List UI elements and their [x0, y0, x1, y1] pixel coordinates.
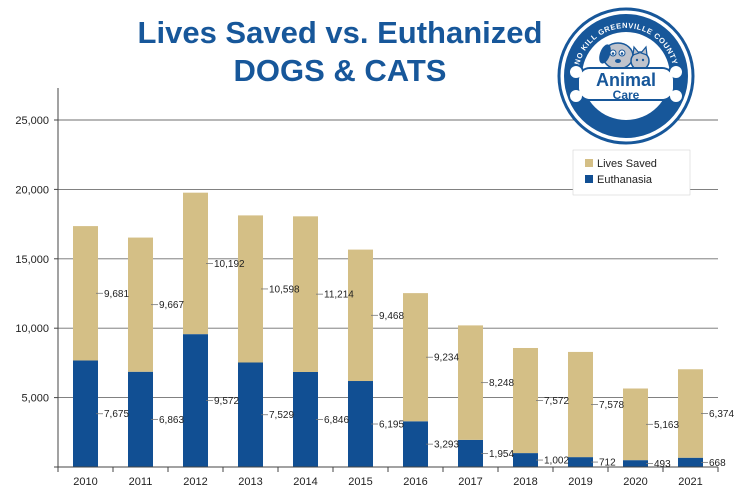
- x-tick-label-2013: 2013: [238, 476, 262, 488]
- x-tick-label-2012: 2012: [183, 476, 207, 488]
- data-label-euthanasia-2020: 493: [654, 459, 671, 470]
- legend-box: [572, 149, 691, 196]
- bone-icon: [568, 64, 684, 104]
- data-label-lives-saved-2018: 7,572: [544, 396, 569, 407]
- data-label-lives-saved-2014: 11,214: [324, 290, 354, 301]
- data-label-lives-saved-2013: 10,598: [269, 284, 300, 295]
- chart-title-line-1: Lives Saved vs. Euthanized: [137, 15, 543, 50]
- x-tick-label-2021: 2021: [678, 476, 702, 488]
- data-label-lives-saved-2011: 9,667: [159, 300, 184, 311]
- data-label-lives-saved-2017: 8,248: [489, 378, 514, 389]
- data-label-euthanasia-2010: 7,675: [104, 409, 129, 420]
- data-label-euthanasia-2021: 668: [709, 458, 726, 469]
- bar-euthanasia-2015: [348, 381, 373, 467]
- x-tick-label-2014: 2014: [293, 476, 317, 488]
- x-tick-label-2019: 2019: [568, 476, 592, 488]
- bar-euthanasia-2012: [183, 334, 208, 467]
- logo-word-care: Care: [613, 88, 640, 102]
- data-label-euthanasia-2014: 6,846: [324, 415, 349, 426]
- data-label-euthanasia-2018: 1,002: [544, 456, 569, 467]
- bar-euthanasia-2020: [623, 460, 648, 467]
- chart-title: Lives Saved vs. Euthanized DOGS & CATS: [0, 14, 680, 90]
- y-tick-label-5000: 5,000: [21, 393, 49, 405]
- bar-euthanasia-2018: [513, 453, 538, 467]
- x-tick-label-2015: 2015: [348, 476, 372, 488]
- x-tick-label-2020: 2020: [623, 476, 647, 488]
- bar-lives-saved-2015: [348, 249, 373, 382]
- bar-euthanasia-2016: [403, 421, 428, 467]
- data-label-lives-saved-2019: 7,578: [599, 400, 624, 411]
- y-tick-label-20000: 20,000: [15, 184, 49, 196]
- axes: 5,000 10,000 15,000 20,000 25,000 2010 2011 201…: [15, 88, 719, 488]
- data-label-lives-saved-2012: 10,192: [214, 259, 245, 270]
- legend-swatch-lives-saved: [585, 159, 593, 167]
- bar-lives-saved-2016: [403, 293, 428, 422]
- x-tick-label-2017: 2017: [458, 476, 482, 488]
- bar-lives-saved-2020: [623, 388, 648, 461]
- bar-lives-saved-2012: [183, 192, 208, 335]
- logo-word-animal: Animal: [596, 70, 656, 90]
- x-tick-label-2016: 2016: [403, 476, 427, 488]
- bar-euthanasia-2011: [128, 371, 153, 467]
- data-label-lives-saved-2016: 9,234: [434, 353, 459, 364]
- data-label-lives-saved-2020: 5,163: [654, 420, 679, 431]
- bar-lives-saved-2017: [458, 325, 483, 440]
- data-label-euthanasia-2016: 3,293: [434, 440, 459, 451]
- x-tick-label-2010: 2010: [73, 476, 97, 488]
- bar-lives-saved-2021: [678, 369, 703, 458]
- y-tick-label-25000: 25,000: [15, 115, 49, 127]
- chart-title-line-2: DOGS & CATS: [233, 53, 447, 88]
- bar-euthanasia-2021: [678, 457, 703, 467]
- data-label-lives-saved-2021: 6,374: [709, 409, 734, 420]
- data-label-euthanasia-2011: 6,863: [159, 415, 184, 426]
- data-label-euthanasia-2017: 1,954: [489, 449, 514, 460]
- bar-euthanasia-2017: [458, 439, 483, 467]
- legend-swatch-euthanasia: [585, 175, 593, 183]
- data-labels: 7,675 9,681 6,863 9,667 9,572 10,192 7,529 10,5…: [96, 259, 734, 470]
- bar-euthanasia-2010: [73, 360, 98, 467]
- data-label-euthanasia-2019: 712: [599, 458, 616, 469]
- data-label-lives-saved-2010: 9,681: [104, 289, 129, 300]
- bar-lives-saved-2013: [238, 215, 263, 363]
- legend-label-euthanasia: Euthanasia: [597, 174, 653, 186]
- bar-euthanasia-2014: [293, 371, 318, 467]
- cat-icon: [630, 45, 650, 71]
- bar-euthanasia-2013: [238, 362, 263, 467]
- data-label-euthanasia-2013: 7,529: [269, 410, 294, 421]
- bar-lives-saved-2019: [568, 351, 593, 458]
- data-label-lives-saved-2015: 9,468: [379, 311, 404, 322]
- data-label-euthanasia-2015: 6,195: [379, 420, 404, 431]
- y-tick-label-15000: 15,000: [15, 254, 49, 266]
- y-tick-label-10000: 10,000: [15, 323, 49, 335]
- data-label-euthanasia-2012: 9,572: [214, 396, 239, 407]
- bar-lives-saved-2010: [73, 226, 98, 361]
- bar-lives-saved-2011: [128, 237, 153, 372]
- bars: [73, 192, 703, 467]
- animal-care-logo: NO KILL GREENVILLE COUNTY FOSTER ADOPT L…: [557, 7, 695, 145]
- x-tick-label-2018: 2018: [513, 476, 537, 488]
- bar-lives-saved-2014: [293, 216, 318, 372]
- legend: Lives Saved Euthanasia: [572, 149, 691, 196]
- x-tick-label-2011: 2011: [129, 476, 153, 488]
- bar-euthanasia-2019: [568, 457, 593, 467]
- bar-lives-saved-2018: [513, 347, 538, 454]
- legend-label-lives-saved: Lives Saved: [597, 158, 657, 170]
